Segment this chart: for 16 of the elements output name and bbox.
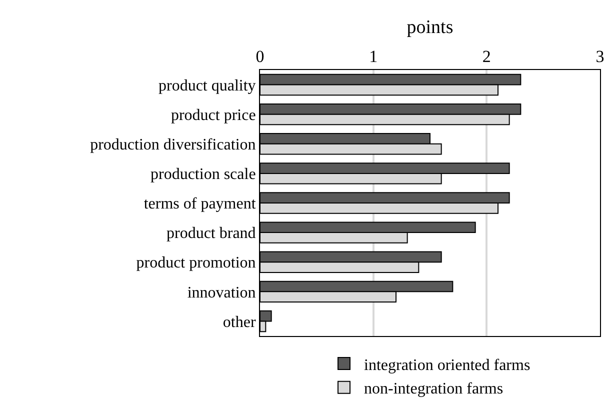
x-tick-label: 3 [596, 47, 604, 66]
y-tick-label: product brand [166, 225, 256, 242]
legend-label: non-integration farms [364, 380, 504, 398]
y-tick-label: product promotion [136, 254, 256, 272]
x-axis-title: points [406, 17, 454, 38]
y-tick-label: innovation [187, 284, 256, 302]
x-tick-label: 2 [482, 47, 491, 66]
x-tick-label: 0 [256, 47, 264, 66]
x-tick-label: 1 [369, 47, 378, 66]
y-tick-label: product quality [158, 77, 256, 94]
legend-label: integration oriented farms [364, 356, 530, 374]
y-tick-label: production scale [150, 166, 256, 184]
y-tick-label: product price [170, 106, 256, 124]
y-tick-label: terms of payment [144, 196, 256, 213]
y-tick-label: other [222, 314, 256, 331]
y-tick-label: production diversification [90, 136, 256, 154]
